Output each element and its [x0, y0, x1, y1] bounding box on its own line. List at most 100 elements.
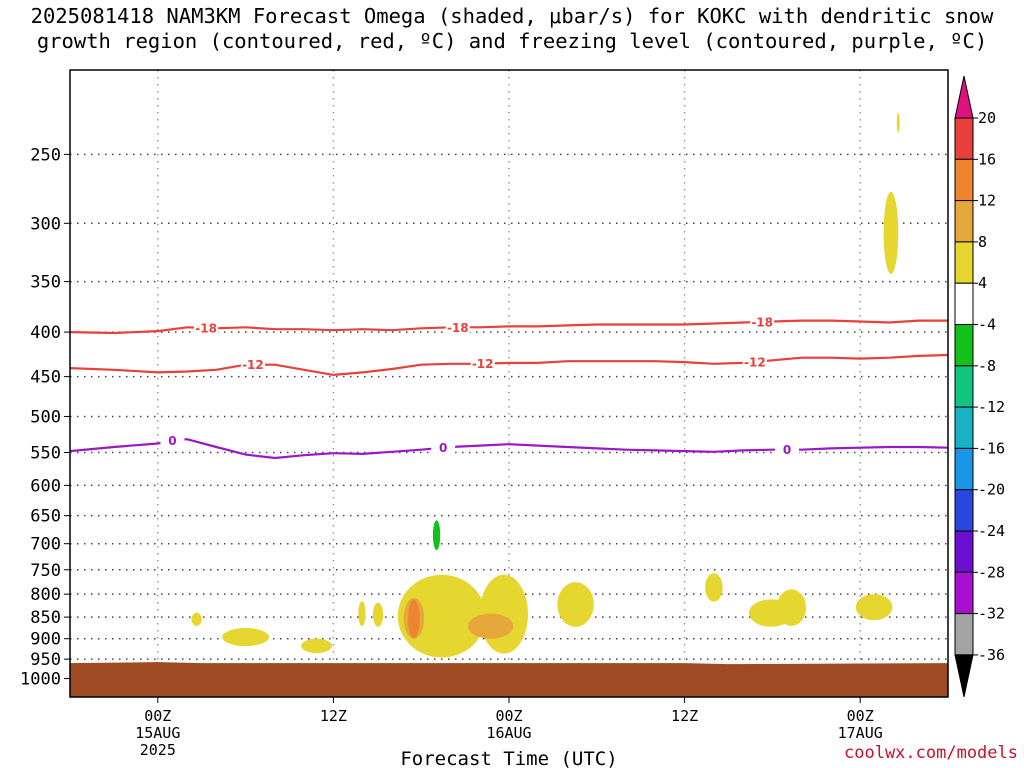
colorbar-cell [954, 241, 974, 284]
colorbar-cell [954, 530, 974, 573]
colorbar-label: 8 [978, 233, 987, 251]
contour-label-bg [470, 356, 495, 371]
x-tick-label: 12Z [671, 707, 698, 725]
title-line-1: 2025081418 NAM3KM Forecast Omega (shaded… [30, 4, 994, 28]
contour-label: 0 [783, 443, 791, 457]
colorbar-cell [954, 200, 974, 243]
y-tick-label: 700 [30, 535, 61, 555]
omega-shading [70, 112, 948, 697]
y-tick-label: 850 [30, 608, 61, 628]
contour-label: 0 [168, 434, 176, 448]
x-tick-label: 00Z [495, 707, 522, 725]
y-tick-label: 600 [30, 476, 61, 496]
contour-label-group: 0 [160, 433, 185, 448]
omega-blob-4_8 [896, 112, 900, 133]
colorbar-label: -24 [978, 522, 1005, 540]
contour-label-bg [431, 440, 456, 455]
contour--12 [70, 353, 948, 377]
y-tick-label: 450 [30, 368, 61, 388]
x-tick-label: 12Z [320, 707, 347, 725]
contour--18 [70, 319, 948, 335]
contour-label-group: -18 [750, 314, 775, 329]
omega-blob-4_8 [358, 601, 366, 626]
contour-label-bg [775, 442, 800, 457]
y-axis: 2503003504004505005506006507007508008509… [20, 145, 70, 690]
contour-label-bg [240, 357, 265, 372]
omega-blob-4_8 [705, 573, 723, 602]
credit-text: coolwx.com/models [844, 743, 1018, 763]
colorbar-cell [954, 447, 974, 491]
omega-blob-4_8 [372, 602, 384, 627]
y-tick-label: 400 [30, 323, 61, 343]
y-tick-label: 650 [30, 507, 61, 527]
colorbar-label: 4 [978, 274, 987, 292]
colorbar-cell [954, 282, 974, 326]
omega-blob-4_8 [222, 628, 270, 647]
contour-label: -18 [751, 315, 773, 329]
contour-label: -18 [195, 321, 217, 335]
colorbar-label: -12 [978, 398, 1005, 416]
x-tick-label: 00Z [144, 707, 171, 725]
colorbar-label: -28 [978, 563, 1005, 581]
x-tick-date: 16AUG [486, 724, 531, 742]
y-tick-label: 550 [30, 444, 61, 464]
contour-label-bg [194, 320, 219, 335]
contour-label-group: -12 [742, 354, 767, 369]
title-line-2: growth region (contoured, red, ºC) and f… [36, 29, 988, 53]
omega-blob-4_8 [776, 589, 807, 626]
contour-label-group: -18 [194, 320, 219, 335]
contour-label-group: -12 [470, 356, 495, 371]
colorbar-cell [954, 365, 974, 408]
chart-title: 2025081418 NAM3KM Forecast Omega (shaded… [0, 4, 1024, 54]
contour-label-group: 0 [431, 440, 456, 455]
colorbar-label: -8 [978, 357, 996, 375]
x-tick-date: 15AUG [135, 724, 180, 742]
contour-label-group: -18 [445, 320, 470, 335]
y-tick-label: 800 [30, 585, 61, 605]
contour-label: -12 [242, 358, 264, 372]
omega-blob-4_8 [855, 594, 893, 621]
x-axis-label: Forecast Time (UTC) [400, 748, 617, 768]
x-tick-label: 00Z [847, 707, 874, 725]
omega-blob-8_12 [468, 613, 514, 639]
omega-blob-4_8 [397, 574, 486, 658]
y-tick-label: 500 [30, 407, 61, 427]
colorbar-label: -20 [978, 481, 1005, 499]
colorbar-label: -16 [978, 439, 1005, 457]
colorbar-label: 20 [978, 109, 996, 127]
colorbar-cell [954, 324, 974, 367]
colorbar-label: -32 [978, 605, 1005, 623]
colorbar-cell [954, 613, 974, 656]
y-tick-label: 900 [30, 630, 61, 650]
contour-label: -12 [472, 357, 494, 371]
contour-label: 0 [439, 441, 447, 455]
x-tick-date: 17AUG [838, 724, 883, 742]
contour-label-group: 0 [775, 442, 800, 457]
colorbar-label: -36 [978, 646, 1005, 664]
colorbar-label: -4 [978, 316, 996, 334]
colorbar-cell [954, 117, 974, 160]
omega-blob-4_8 [191, 612, 202, 626]
contour-label-bg [445, 320, 470, 335]
y-tick-label: 1000 [20, 670, 61, 690]
y-tick-label: 250 [30, 145, 61, 165]
contour-label-bg [742, 354, 767, 369]
colorbar-cell [954, 571, 974, 615]
contour-label-bg [750, 314, 775, 329]
temperature-contours: -18 -18 -18 -12 -12 -12 0 0 0 [70, 314, 948, 460]
y-tick-label: 350 [30, 273, 61, 293]
colorbar-label: 12 [978, 192, 996, 210]
y-tick-label: 950 [30, 650, 61, 670]
contour-label: -18 [447, 321, 469, 335]
x-tick-year: 2025 [140, 741, 176, 759]
colorbar-cell [954, 406, 974, 449]
omega-blob-m8_m4 [432, 520, 441, 551]
colorbar-cell [954, 158, 974, 202]
colorbar-cell [954, 489, 974, 532]
contour-0 [70, 438, 948, 460]
contour-label-group: -12 [240, 357, 265, 372]
omega-blob-4_8 [301, 638, 332, 654]
omega-blob-12_16 [408, 599, 420, 638]
colorbar: 20 16 12 8 4 -4 -8 -12 -16 -20 -24 -28 -32 -36 [954, 75, 1005, 698]
